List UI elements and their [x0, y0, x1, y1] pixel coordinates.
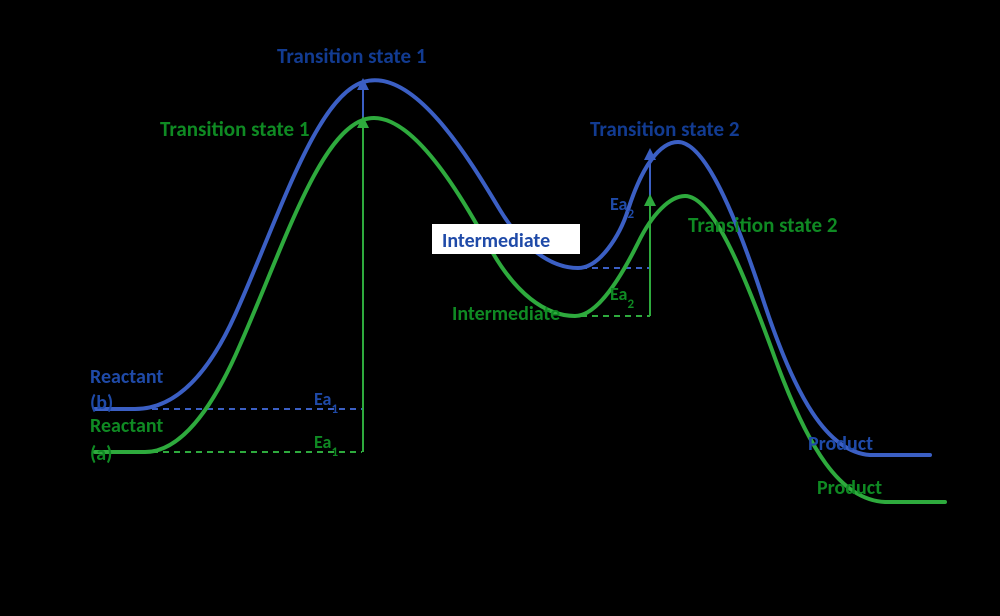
- label-ts2_b: Transition state 2: [590, 116, 739, 142]
- energy-diagram: Transition state 1 Transition state 1 Tran…: [0, 0, 1000, 616]
- label-react_b: Reactant: [90, 365, 163, 389]
- label-ts2_a: Transition state 2: [688, 212, 837, 238]
- label-int_b: Intermediate: [442, 229, 550, 253]
- label-prod_a: Product: [817, 476, 882, 500]
- label-ts1_a: Transition state 1: [160, 116, 309, 142]
- label-react_a: Reactant: [90, 414, 163, 438]
- label-b_tag: (b): [90, 391, 113, 415]
- label-prod_b: Product: [808, 432, 873, 456]
- label-a_tag: (a): [90, 442, 112, 466]
- label-ts1_b: Transition state 1: [277, 43, 426, 69]
- label-int_a: Intermediate: [452, 302, 560, 326]
